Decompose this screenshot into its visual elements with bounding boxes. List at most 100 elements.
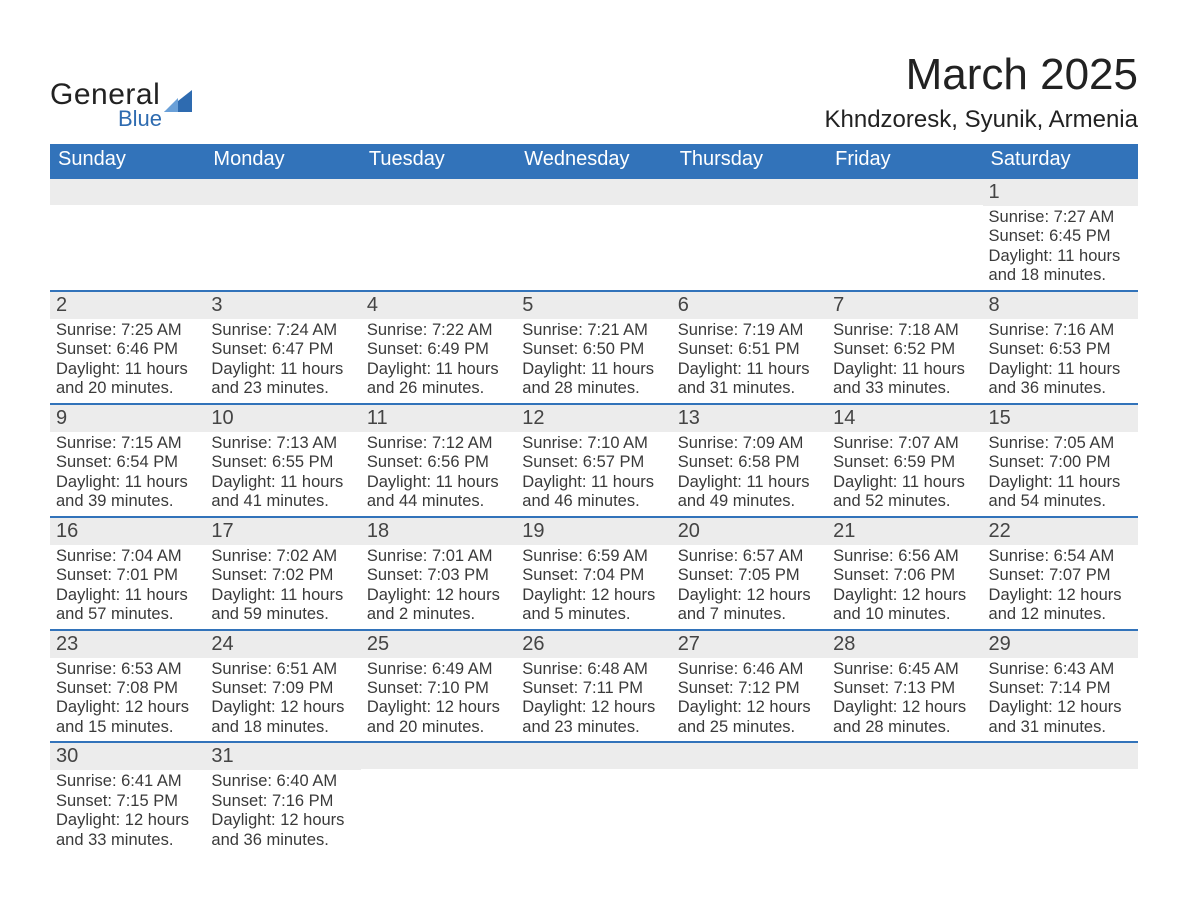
calendar-day-cell: 16Sunrise: 7:04 AMSunset: 7:01 PMDayligh… [50, 517, 205, 630]
day-ss: Sunset: 7:12 PM [678, 679, 821, 698]
day-ss: Sunset: 6:49 PM [367, 340, 510, 359]
day-number [827, 743, 982, 769]
day-details: Sunrise: 7:18 AMSunset: 6:52 PMDaylight:… [827, 319, 982, 403]
day-number: 22 [983, 518, 1138, 545]
day-ss: Sunset: 6:54 PM [56, 453, 199, 472]
day-details [672, 205, 827, 211]
calendar-day-cell: 27Sunrise: 6:46 AMSunset: 7:12 PMDayligh… [672, 630, 827, 743]
day-dl1: Daylight: 12 hours [211, 811, 354, 830]
day-dl2: and 18 minutes. [211, 718, 354, 737]
day-dl1: Daylight: 11 hours [989, 360, 1132, 379]
day-dl2: and 2 minutes. [367, 605, 510, 624]
day-ss: Sunset: 6:53 PM [989, 340, 1132, 359]
calendar-day-cell [516, 742, 671, 854]
calendar-day-cell: 28Sunrise: 6:45 AMSunset: 7:13 PMDayligh… [827, 630, 982, 743]
day-number: 11 [361, 405, 516, 432]
day-dl2: and 12 minutes. [989, 605, 1132, 624]
day-ss: Sunset: 6:55 PM [211, 453, 354, 472]
day-details [361, 769, 516, 775]
day-ss: Sunset: 6:56 PM [367, 453, 510, 472]
day-ss: Sunset: 7:03 PM [367, 566, 510, 585]
day-details: Sunrise: 7:01 AMSunset: 7:03 PMDaylight:… [361, 545, 516, 629]
day-ss: Sunset: 6:50 PM [522, 340, 665, 359]
calendar-day-cell: 9Sunrise: 7:15 AMSunset: 6:54 PMDaylight… [50, 404, 205, 517]
day-number: 29 [983, 631, 1138, 658]
day-dl2: and 31 minutes. [678, 379, 821, 398]
day-dl1: Daylight: 11 hours [56, 473, 199, 492]
day-sr: Sunrise: 7:25 AM [56, 321, 199, 340]
calendar-day-cell: 13Sunrise: 7:09 AMSunset: 6:58 PMDayligh… [672, 404, 827, 517]
day-ss: Sunset: 6:58 PM [678, 453, 821, 472]
day-ss: Sunset: 6:47 PM [211, 340, 354, 359]
calendar-day-cell: 20Sunrise: 6:57 AMSunset: 7:05 PMDayligh… [672, 517, 827, 630]
calendar-day-cell: 5Sunrise: 7:21 AMSunset: 6:50 PMDaylight… [516, 291, 671, 404]
day-number [361, 179, 516, 205]
day-number: 28 [827, 631, 982, 658]
day-number: 4 [361, 292, 516, 319]
day-number: 23 [50, 631, 205, 658]
calendar-week: 23Sunrise: 6:53 AMSunset: 7:08 PMDayligh… [50, 630, 1138, 743]
day-number [983, 743, 1138, 769]
calendar-header-row: SundayMondayTuesdayWednesdayThursdayFrid… [50, 144, 1138, 178]
day-details: Sunrise: 7:04 AMSunset: 7:01 PMDaylight:… [50, 545, 205, 629]
day-sr: Sunrise: 7:10 AM [522, 434, 665, 453]
day-details: Sunrise: 7:05 AMSunset: 7:00 PMDaylight:… [983, 432, 1138, 516]
day-details [516, 205, 671, 211]
day-dl1: Daylight: 11 hours [211, 586, 354, 605]
day-number: 6 [672, 292, 827, 319]
day-number [205, 179, 360, 205]
day-ss: Sunset: 7:08 PM [56, 679, 199, 698]
day-ss: Sunset: 7:06 PM [833, 566, 976, 585]
calendar-day-cell: 25Sunrise: 6:49 AMSunset: 7:10 PMDayligh… [361, 630, 516, 743]
location-text: Khndzoresk, Syunik, Armenia [825, 106, 1139, 134]
day-ss: Sunset: 7:00 PM [989, 453, 1132, 472]
day-details [361, 205, 516, 211]
day-dl1: Daylight: 11 hours [367, 360, 510, 379]
day-dl2: and 20 minutes. [56, 379, 199, 398]
day-header: Tuesday [361, 144, 516, 178]
day-number: 12 [516, 405, 671, 432]
day-details: Sunrise: 6:59 AMSunset: 7:04 PMDaylight:… [516, 545, 671, 629]
day-sr: Sunrise: 6:49 AM [367, 660, 510, 679]
calendar-day-cell [361, 742, 516, 854]
calendar-day-cell: 14Sunrise: 7:07 AMSunset: 6:59 PMDayligh… [827, 404, 982, 517]
day-sr: Sunrise: 7:05 AM [989, 434, 1132, 453]
day-dl1: Daylight: 11 hours [211, 473, 354, 492]
day-ss: Sunset: 6:52 PM [833, 340, 976, 359]
day-sr: Sunrise: 7:15 AM [56, 434, 199, 453]
day-dl2: and 54 minutes. [989, 492, 1132, 511]
logo-word2: Blue [118, 106, 192, 132]
day-dl2: and 28 minutes. [833, 718, 976, 737]
day-ss: Sunset: 6:46 PM [56, 340, 199, 359]
day-ss: Sunset: 7:05 PM [678, 566, 821, 585]
day-dl1: Daylight: 11 hours [56, 360, 199, 379]
day-sr: Sunrise: 7:24 AM [211, 321, 354, 340]
day-number [827, 179, 982, 205]
title-block: March 2025 Khndzoresk, Syunik, Armenia [825, 50, 1139, 134]
calendar-day-cell: 17Sunrise: 7:02 AMSunset: 7:02 PMDayligh… [205, 517, 360, 630]
day-header: Friday [827, 144, 982, 178]
day-number: 5 [516, 292, 671, 319]
day-sr: Sunrise: 6:46 AM [678, 660, 821, 679]
day-ss: Sunset: 7:07 PM [989, 566, 1132, 585]
day-ss: Sunset: 6:51 PM [678, 340, 821, 359]
day-header: Sunday [50, 144, 205, 178]
day-header: Thursday [672, 144, 827, 178]
day-ss: Sunset: 6:59 PM [833, 453, 976, 472]
day-dl2: and 20 minutes. [367, 718, 510, 737]
day-dl1: Daylight: 11 hours [678, 473, 821, 492]
calendar-day-cell: 22Sunrise: 6:54 AMSunset: 7:07 PMDayligh… [983, 517, 1138, 630]
calendar-day-cell: 3Sunrise: 7:24 AMSunset: 6:47 PMDaylight… [205, 291, 360, 404]
calendar-day-cell: 7Sunrise: 7:18 AMSunset: 6:52 PMDaylight… [827, 291, 982, 404]
day-number: 30 [50, 743, 205, 770]
day-number: 20 [672, 518, 827, 545]
calendar-body: 1Sunrise: 7:27 AMSunset: 6:45 PMDaylight… [50, 178, 1138, 854]
day-ss: Sunset: 7:09 PM [211, 679, 354, 698]
day-dl1: Daylight: 12 hours [989, 698, 1132, 717]
day-number [516, 743, 671, 769]
day-dl1: Daylight: 11 hours [833, 473, 976, 492]
day-details: Sunrise: 7:24 AMSunset: 6:47 PMDaylight:… [205, 319, 360, 403]
day-dl2: and 52 minutes. [833, 492, 976, 511]
day-dl1: Daylight: 12 hours [211, 698, 354, 717]
day-sr: Sunrise: 7:22 AM [367, 321, 510, 340]
